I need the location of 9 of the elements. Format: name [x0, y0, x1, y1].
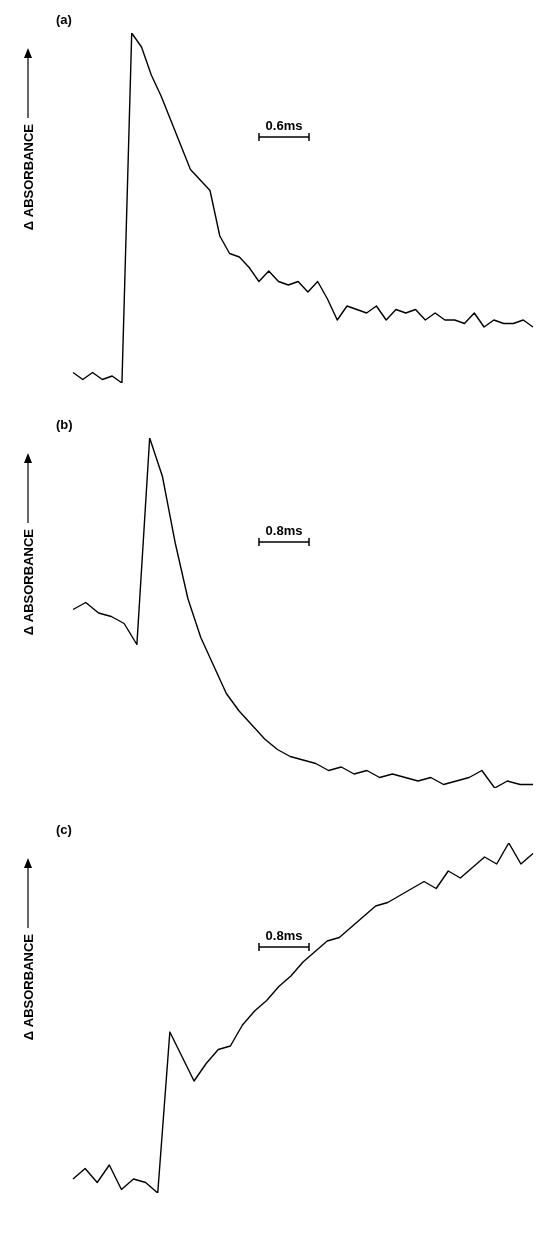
text: (a)	[56, 12, 72, 27]
annotation: 0.8ms	[264, 928, 304, 943]
text: (c)	[56, 822, 72, 837]
y-axis-title: Δ ABSORBANCE	[20, 529, 36, 636]
y-axis-title: Δ ABSORBANCE	[20, 934, 36, 1041]
annotation: 0.8ms	[264, 523, 304, 538]
text: (b)	[56, 417, 73, 432]
y-axis-title: Δ ABSORBANCE	[20, 124, 36, 231]
annotation: 0.6ms	[264, 118, 304, 133]
